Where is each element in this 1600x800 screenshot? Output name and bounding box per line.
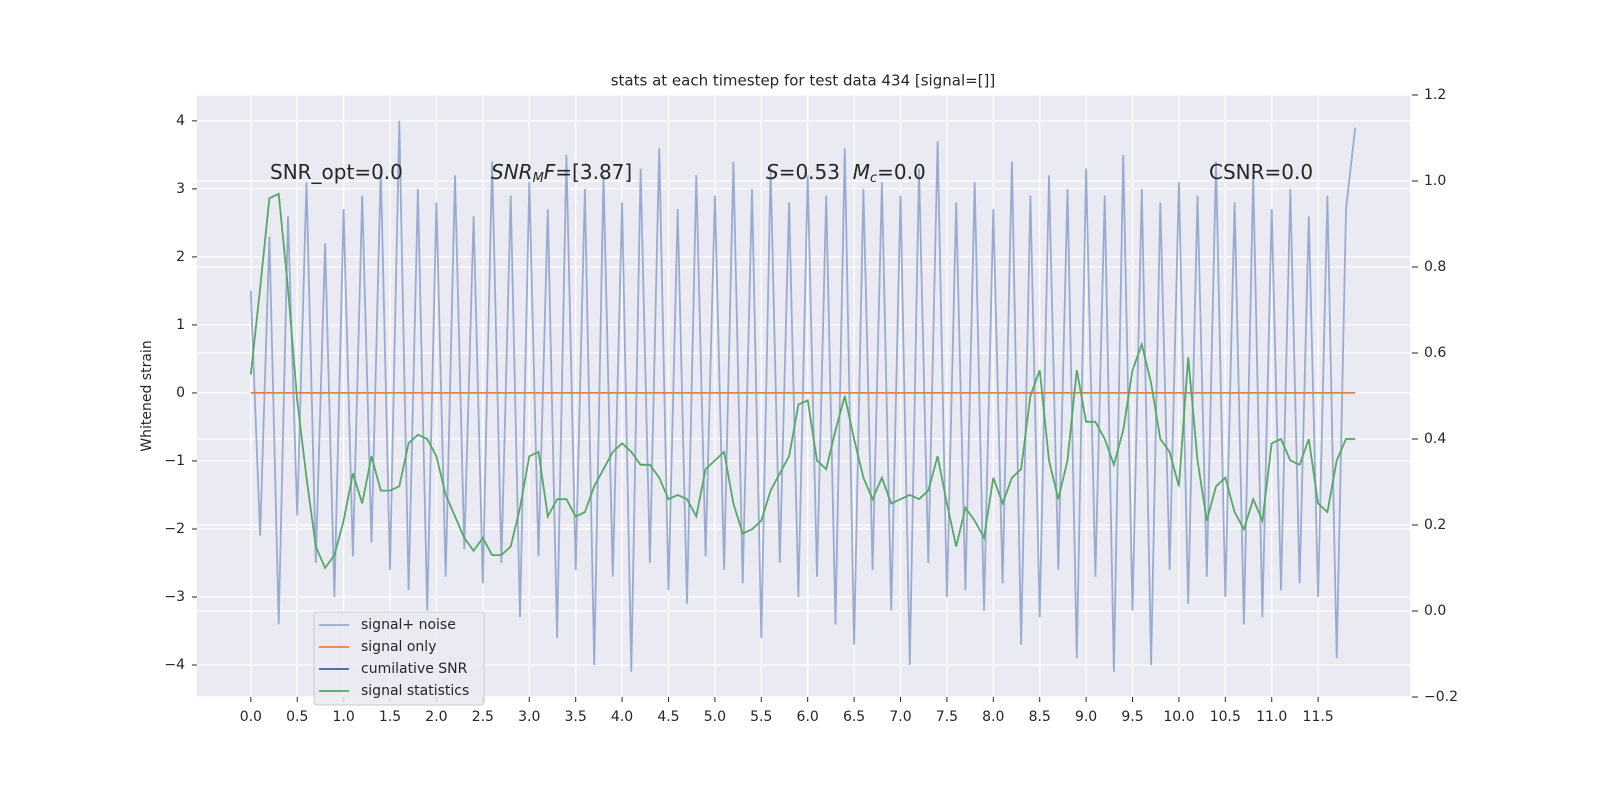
- x-tick-label: 10.5: [1210, 709, 1241, 725]
- x-tick-label: 3.5: [565, 709, 587, 725]
- annotation-part: =0.53: [779, 160, 853, 184]
- annotation-part: F: [544, 160, 556, 184]
- y-tick-label: 3: [176, 181, 185, 197]
- y2-tick-label: 1.2: [1424, 87, 1446, 103]
- y-tick-label: −3: [164, 589, 185, 605]
- y2-tick-label: −0.2: [1424, 689, 1458, 705]
- annotation-part: =[3.87]: [555, 160, 632, 184]
- annotation: SNRMF=[3.87]: [491, 160, 632, 186]
- legend-label: signal statistics: [361, 683, 469, 699]
- annotation-part: SNR_opt=0.0: [270, 160, 403, 184]
- x-tick-label: 1.5: [379, 709, 401, 725]
- annotation: CSNR=0.0: [1209, 160, 1313, 184]
- x-tick-label: 0.5: [286, 709, 308, 725]
- x-tick-label: 9.5: [1121, 709, 1143, 725]
- y-tick-label: 1: [176, 317, 185, 333]
- legend-label: signal+ noise: [361, 617, 456, 633]
- chart-title: stats at each timestep for test data 434…: [611, 72, 996, 90]
- y2-tick-label: 0.8: [1424, 259, 1446, 275]
- series-line: [249, 192, 1356, 570]
- annotation-part: =0.0: [877, 160, 926, 184]
- y2-tick-label: 0.6: [1424, 345, 1446, 361]
- y2-tick-label: 0.4: [1424, 431, 1446, 447]
- annotation-part: CSNR=0.0: [1209, 160, 1313, 184]
- x-tick-label: 7.0: [889, 709, 911, 725]
- x-tick-label: 2.5: [472, 709, 494, 725]
- x-tick-label: 7.5: [936, 709, 958, 725]
- x-tick-label: 8.0: [982, 709, 1004, 725]
- annotation: SNR_opt=0.0: [270, 160, 403, 184]
- x-tick-label: 4.0: [611, 709, 633, 725]
- x-tick-label: 8.5: [1029, 709, 1051, 725]
- x-tick-label: 10.0: [1163, 709, 1194, 725]
- y-axis-label: Whitened strain: [139, 340, 155, 451]
- annotation-part: SNR: [491, 160, 533, 184]
- x-tick-label: 11.5: [1303, 709, 1334, 725]
- legend-label: cumilative SNR: [361, 661, 468, 677]
- x-tick-label: 6.5: [843, 709, 865, 725]
- y-tick-label: 2: [176, 249, 185, 265]
- y-tick-label: 4: [176, 113, 185, 129]
- legend: signal+ noise signal only cumilative SNR si…: [313, 611, 485, 706]
- y-tick-label: −4: [164, 657, 185, 673]
- x-tick-label: 4.5: [657, 709, 679, 725]
- annotation-part: M: [533, 171, 544, 186]
- x-tick-label: 5.5: [750, 709, 772, 725]
- annotation-part: c: [870, 171, 877, 186]
- x-tick-label: 1.0: [333, 709, 355, 725]
- annotation: S=0.53 Mc=0.0: [766, 160, 926, 186]
- series-line: [249, 120, 1357, 672]
- legend-label: signal only: [361, 639, 436, 655]
- x-tick-label: 0.0: [240, 709, 262, 725]
- y2-tick-label: 0.0: [1424, 603, 1446, 619]
- y-tick-label: −1: [164, 453, 185, 469]
- y-tick-label: −2: [164, 521, 185, 537]
- annotation-part: M: [853, 160, 870, 184]
- x-tick-label: 9.0: [1075, 709, 1097, 725]
- legend-box: [313, 611, 485, 706]
- x-tick-label: 11.0: [1256, 709, 1287, 725]
- x-tick-label: 5.0: [704, 709, 726, 725]
- y2-tick-label: 1.0: [1424, 173, 1446, 189]
- x-tick-label: 3.0: [518, 709, 540, 725]
- annotation-part: S: [766, 160, 779, 184]
- y2-tick-label: 0.2: [1424, 517, 1446, 533]
- x-tick-label: 2.0: [425, 709, 447, 725]
- y-tick-label: 0: [176, 385, 185, 401]
- x-tick-label: 6.0: [797, 709, 819, 725]
